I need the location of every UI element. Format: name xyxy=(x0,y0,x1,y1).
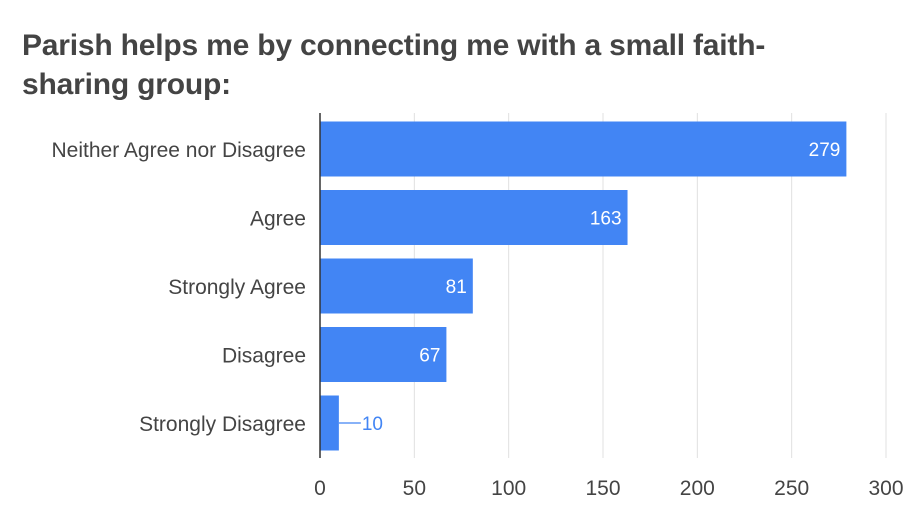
category-label: Strongly Disagree xyxy=(139,413,306,436)
value-labels: 279 163 81 67 10 xyxy=(338,140,841,435)
category-label: Disagree xyxy=(222,345,306,368)
bars xyxy=(320,121,847,451)
value-label: 163 xyxy=(590,209,622,230)
x-tick-label: 250 xyxy=(774,477,809,500)
bar xyxy=(320,121,847,177)
x-tick-label: 0 xyxy=(314,477,326,500)
x-tick-label: 150 xyxy=(585,477,620,500)
x-tick-label: 100 xyxy=(491,477,526,500)
chart-title: Parish helps me by connecting me with a … xyxy=(22,29,766,101)
value-label: 81 xyxy=(446,277,467,298)
category-labels: Neither Agree nor Disagree Agree Strongly … xyxy=(52,139,306,436)
x-tick-label: 300 xyxy=(868,477,903,500)
category-label: Agree xyxy=(250,208,306,231)
bar xyxy=(320,395,339,451)
x-tick-label: 50 xyxy=(403,477,426,500)
category-label: Strongly Agree xyxy=(168,276,306,299)
x-tick-label: 200 xyxy=(680,477,715,500)
value-label: 10 xyxy=(362,414,383,435)
value-label: 279 xyxy=(809,140,841,161)
x-tick-labels: 0 50 100 150 200 250 300 xyxy=(314,477,903,500)
value-label: 67 xyxy=(419,346,440,367)
bar xyxy=(320,327,447,382)
category-label: Neither Agree nor Disagree xyxy=(52,139,306,162)
bar xyxy=(320,258,473,314)
bar xyxy=(320,190,628,245)
